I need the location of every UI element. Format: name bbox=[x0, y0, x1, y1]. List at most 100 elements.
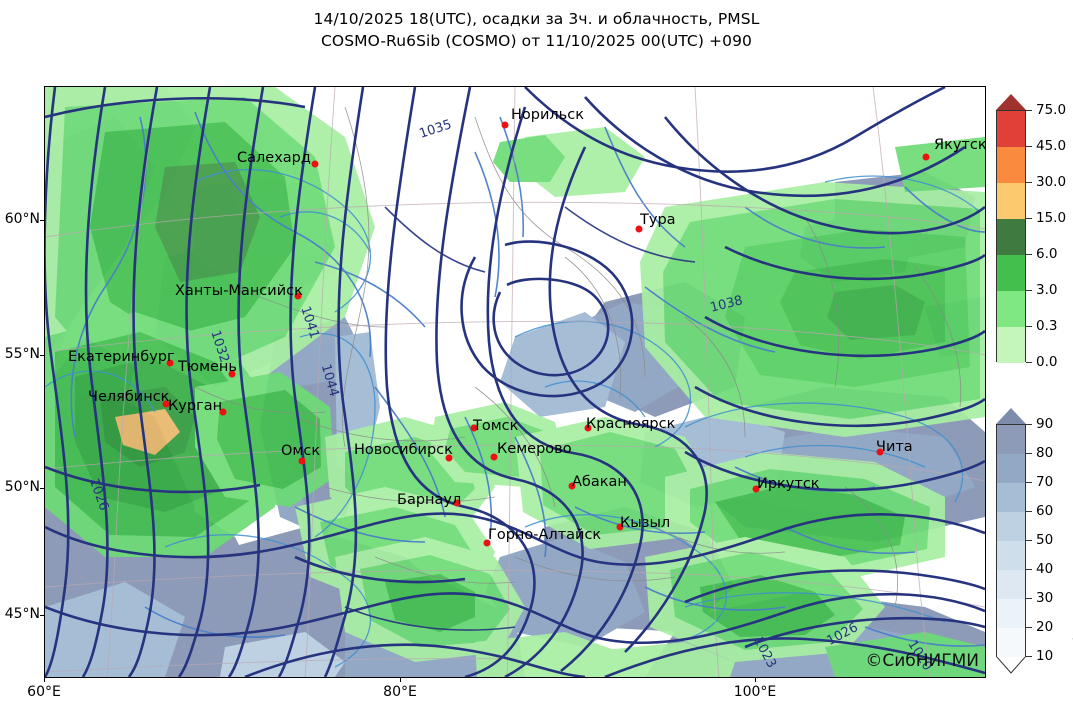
city-label: Новосибирск bbox=[354, 442, 453, 458]
colorbar-tick-label: 75.0 bbox=[1036, 102, 1067, 118]
colorbar-tick bbox=[1026, 146, 1032, 147]
city-marker-dot[interactable] bbox=[490, 453, 498, 461]
city-marker-dot[interactable] bbox=[616, 523, 624, 531]
colorbar-band bbox=[997, 255, 1025, 291]
colorbar-tick bbox=[1026, 627, 1032, 628]
lat-tick-mark bbox=[40, 615, 44, 616]
colorbar-band bbox=[997, 454, 1025, 483]
city-marker-dot[interactable] bbox=[584, 424, 592, 432]
city-label: Курган bbox=[168, 398, 223, 414]
isobar-layer bbox=[45, 87, 985, 677]
colorbar-band bbox=[997, 483, 1025, 512]
city-label: Челябинск bbox=[88, 389, 170, 405]
colorbar-tick-label: 20 bbox=[1036, 619, 1054, 635]
colorbar-band bbox=[997, 425, 1025, 454]
isobar-layer-secondary bbox=[344, 206, 696, 631]
lat-tick-label: 55°N bbox=[4, 346, 40, 362]
colorbar-tick-label: 6.0 bbox=[1036, 246, 1058, 262]
colorbar-band bbox=[997, 219, 1025, 255]
city-marker-dot[interactable] bbox=[876, 448, 884, 456]
colorbar-tick-label: 40 bbox=[1036, 561, 1054, 577]
city-marker-dot[interactable] bbox=[445, 454, 453, 462]
lat-tick-label: 60°N bbox=[4, 211, 40, 227]
colorbar-band bbox=[997, 512, 1025, 541]
colorbar-tick bbox=[1026, 182, 1032, 183]
city-marker-dot[interactable] bbox=[635, 225, 643, 233]
city-label: Тура bbox=[640, 212, 676, 228]
lat-tick-label: 45°N bbox=[4, 606, 40, 622]
colorbar-band bbox=[997, 570, 1025, 599]
colorbar-tick-label: 60 bbox=[1036, 503, 1054, 519]
lat-tick-mark bbox=[40, 355, 44, 356]
colorbar-tick bbox=[1026, 362, 1032, 363]
city-label: Якутск bbox=[934, 137, 986, 153]
colorbar-band bbox=[997, 628, 1025, 657]
city-label: Красноярск bbox=[586, 416, 676, 432]
colorbar-tick-label: 0.3 bbox=[1036, 318, 1058, 334]
city-label: Чита bbox=[876, 439, 913, 455]
colorbar-tick bbox=[1026, 569, 1032, 570]
lat-tick-label: 50°N bbox=[4, 479, 40, 495]
colorbar-tick-label: 80 bbox=[1036, 445, 1054, 461]
colorbar-tick-label: 30 bbox=[1036, 590, 1054, 606]
city-marker-dot[interactable] bbox=[162, 400, 170, 408]
lon-tick-label: 80°E bbox=[383, 684, 417, 700]
colorbar-band bbox=[997, 541, 1025, 570]
colorbar-band bbox=[997, 291, 1025, 327]
colorbar-tick bbox=[1026, 511, 1032, 512]
colorbar-tick bbox=[1026, 326, 1032, 327]
colorbar-gradient bbox=[996, 110, 1026, 363]
colorbar-tick-label: 10 bbox=[1036, 648, 1054, 664]
title-line-2: COSMO-Ru6Sib (COSMO) от 11/10/2025 00(UT… bbox=[320, 32, 753, 50]
lon-tick-label: 60°E bbox=[27, 684, 61, 700]
city-marker-dot[interactable] bbox=[501, 121, 509, 129]
colorbar-tick-label: 0.0 bbox=[1036, 354, 1058, 370]
cloud-cover-colorbar: 908070605040302010Облачность ср. яруса, … bbox=[996, 406, 1073, 678]
copyright-watermark: ©СибНИГМИ bbox=[865, 651, 979, 671]
city-label: Кызыл bbox=[620, 515, 671, 531]
city-marker-dot[interactable] bbox=[298, 457, 306, 465]
precipitation-colorbar: 75.045.030.015.06.03.00.30.0Осадки за 3ч… bbox=[996, 92, 1073, 378]
city-marker-dot[interactable] bbox=[453, 499, 461, 507]
colorbar-tick bbox=[1026, 424, 1032, 425]
colorbar-band bbox=[997, 111, 1025, 147]
lat-tick-mark bbox=[40, 488, 44, 489]
city-label: Салехард bbox=[237, 150, 311, 166]
lat-tick-mark bbox=[40, 220, 44, 221]
city-marker-dot[interactable] bbox=[922, 153, 930, 161]
colorbar-tick bbox=[1026, 598, 1032, 599]
city-marker-dot[interactable] bbox=[752, 485, 760, 493]
city-label: Екатеринбург bbox=[68, 349, 175, 365]
colorbar-band bbox=[997, 183, 1025, 219]
colorbar-tick-label: 3.0 bbox=[1036, 282, 1058, 298]
colorbar-band bbox=[997, 599, 1025, 628]
city-marker-dot[interactable] bbox=[483, 539, 491, 547]
colorbar-tick bbox=[1026, 218, 1032, 219]
city-label: Барнаул bbox=[397, 492, 462, 508]
city-label: Горно-Алтайск bbox=[488, 527, 602, 543]
city-label: Норильск bbox=[511, 107, 584, 123]
lon-tick-label: 100°E bbox=[733, 684, 777, 700]
city-marker-dot[interactable] bbox=[568, 482, 576, 490]
weather-map[interactable]: Норильск Якутск Салехард Тура Ханты-Мансийск… bbox=[44, 86, 986, 678]
colorbar-tick-label: 70 bbox=[1036, 474, 1054, 490]
colorbar-tick-label: 50 bbox=[1036, 532, 1054, 548]
city-label: Абакан bbox=[572, 474, 627, 490]
colorbar-tick-label: 45.0 bbox=[1036, 138, 1067, 154]
colorbar-tick bbox=[1026, 254, 1032, 255]
chart-title-block: 14/10/2025 18(UTC), осадки за 3ч. и обла… bbox=[0, 8, 1073, 52]
city-marker-dot[interactable] bbox=[166, 359, 174, 367]
city-marker-dot[interactable] bbox=[228, 370, 236, 378]
city-marker-dot[interactable] bbox=[219, 408, 227, 416]
colorbar-band bbox=[997, 327, 1025, 363]
colorbar-overflow-arrow bbox=[996, 94, 1026, 110]
map-canvas bbox=[45, 87, 985, 677]
colorbar-tick bbox=[1026, 110, 1032, 111]
city-marker-dot[interactable] bbox=[470, 424, 478, 432]
colorbar-tick-label: 30.0 bbox=[1036, 174, 1067, 190]
colorbar-overflow-arrow bbox=[996, 408, 1026, 424]
colorbar-tick bbox=[1026, 453, 1032, 454]
city-marker-dot[interactable] bbox=[311, 160, 319, 168]
city-label: Кемерово bbox=[497, 441, 572, 457]
city-marker-dot[interactable] bbox=[294, 292, 302, 300]
